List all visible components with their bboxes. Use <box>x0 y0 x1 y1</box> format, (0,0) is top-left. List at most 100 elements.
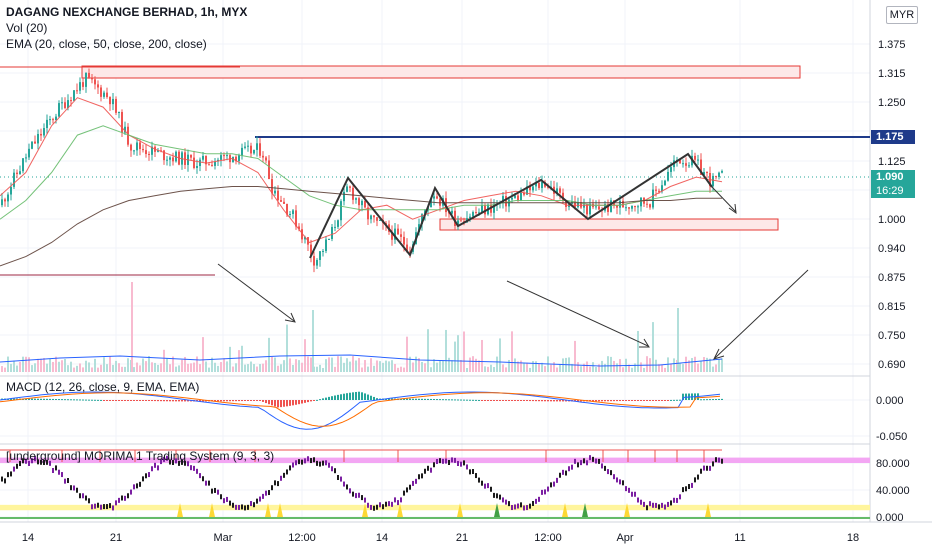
macd-hist-60 <box>181 400 183 402</box>
candle-body-206 <box>619 200 621 208</box>
morima-bar-45 <box>136 483 138 489</box>
volume-bar-178 <box>535 361 537 372</box>
macd-hist-206 <box>619 400 621 402</box>
candle-body-17 <box>52 119 54 121</box>
candle-body-66 <box>199 159 201 166</box>
morima-bar-131 <box>394 497 396 503</box>
macd-hist-61 <box>184 400 186 402</box>
morima-bar-238 <box>715 457 717 463</box>
macd-label[interactable]: MACD (12, 26, close, 9, EMA, EMA) <box>6 380 200 394</box>
morima-bar-44 <box>133 484 135 490</box>
volume-bar-76 <box>229 346 231 372</box>
candle-body-233 <box>700 159 702 175</box>
volume-bar-34 <box>103 357 105 372</box>
volume-bar-160 <box>481 339 483 372</box>
y-tick-label-1: 1.315 <box>878 68 906 80</box>
macd-hist-219 <box>658 400 660 401</box>
macd-hist-71 <box>214 400 216 402</box>
candle-body-111 <box>334 226 336 228</box>
macd-hist-142 <box>427 398 429 400</box>
candle-body-109 <box>328 238 330 240</box>
bottom-signal-marker-9 <box>582 503 588 517</box>
currency-badge[interactable]: MYR <box>886 6 918 24</box>
volume-spike-2 <box>312 310 314 372</box>
morima-bar-165 <box>496 493 498 499</box>
volume-bar-81 <box>244 364 246 372</box>
volume-bar-79 <box>238 350 240 372</box>
macd-hist-225 <box>676 399 678 401</box>
macd-hist-19 <box>58 399 60 401</box>
symbol-title[interactable]: DAGANG NEXCHANGE BERHAD, 1h, MYX <box>6 5 248 19</box>
candle-body-38 <box>115 98 117 113</box>
volume-bar-227 <box>682 364 684 372</box>
zones <box>0 65 870 276</box>
volume-bar-40 <box>121 366 123 372</box>
volume-bar-93 <box>280 364 282 372</box>
candle-body-3 <box>10 186 12 195</box>
volume-bar-18 <box>55 356 57 372</box>
macd-hist-213 <box>640 400 642 401</box>
candle-body-194 <box>583 204 585 208</box>
candle-body-24 <box>73 90 75 101</box>
volume-bar-128 <box>385 360 387 372</box>
candle-body-69 <box>208 164 210 166</box>
macd-hist-226 <box>679 399 681 401</box>
volume-spike-1 <box>131 282 133 372</box>
volume-bar-145 <box>436 362 438 372</box>
candle-body-212 <box>637 206 639 208</box>
candle-body-97 <box>292 210 294 215</box>
candle-body-9 <box>28 148 30 158</box>
morima-bar-144 <box>433 462 435 468</box>
morima-bar-46 <box>139 481 141 487</box>
volume-bar-139 <box>418 358 420 372</box>
volume-bar-55 <box>166 358 168 372</box>
volume-bar-152 <box>457 335 459 372</box>
macd-hist-208 <box>625 400 627 401</box>
candle-body-52 <box>157 150 159 152</box>
ema-label[interactable]: EMA (20, close, 50, close, 200, close) <box>6 37 207 51</box>
x-tick-label-7: Apr <box>616 532 633 544</box>
bottom-signal-marker-5 <box>397 503 403 517</box>
morima-label[interactable]: [underground] MORIMA 1 Trading System (9… <box>6 449 275 463</box>
morima-bar-101 <box>304 458 306 464</box>
morima-bar-6 <box>19 461 21 467</box>
candle-body-150 <box>451 210 453 214</box>
macd-hist-159 <box>478 399 480 401</box>
y-tick-label-7: 0.875 <box>878 272 906 284</box>
morima-bar-51 <box>154 462 156 468</box>
macd-hist-110 <box>331 396 333 400</box>
candle-body-14 <box>43 128 45 136</box>
volume-bar-51 <box>154 362 156 372</box>
macd-hist-181 <box>544 400 546 402</box>
candle-body-0 <box>1 199 3 206</box>
morima-bar-119 <box>358 492 360 498</box>
morima-bar-234 <box>703 465 705 471</box>
volume-bar-136 <box>409 356 411 372</box>
macd-hist-124 <box>373 396 375 400</box>
macd-hist-85 <box>256 400 258 401</box>
candle-body-168 <box>505 196 507 207</box>
candle-body-175 <box>526 186 528 195</box>
macd-hist-119 <box>358 391 360 400</box>
macd-hist-13 <box>40 398 42 400</box>
morima-bar-199 <box>598 458 600 464</box>
macd-hist-49 <box>148 400 150 401</box>
axes: 14 21 Mar 12:00 14 21 12:00 Apr 11 18 1.375 1.315 1.… <box>22 39 910 544</box>
volume-bar-87 <box>262 363 264 372</box>
macd-hist-99 <box>298 400 300 405</box>
volume-bar-48 <box>145 361 147 372</box>
volume-bar-86 <box>259 364 261 372</box>
candle-body-119 <box>358 198 360 206</box>
morima-bar-194 <box>583 458 585 464</box>
volume-bar-110 <box>331 357 333 372</box>
morima-bar-23 <box>70 485 72 491</box>
candle-body-42 <box>127 126 129 145</box>
bottom-signal-marker-4 <box>362 503 368 517</box>
volume-label[interactable]: Vol (20) <box>6 21 48 35</box>
candle-body-173 <box>520 192 522 201</box>
macd-hist-162 <box>487 400 489 401</box>
candle-body-117 <box>352 187 354 200</box>
pattern-zigzag <box>309 152 713 259</box>
morima-bar-67 <box>202 476 204 482</box>
